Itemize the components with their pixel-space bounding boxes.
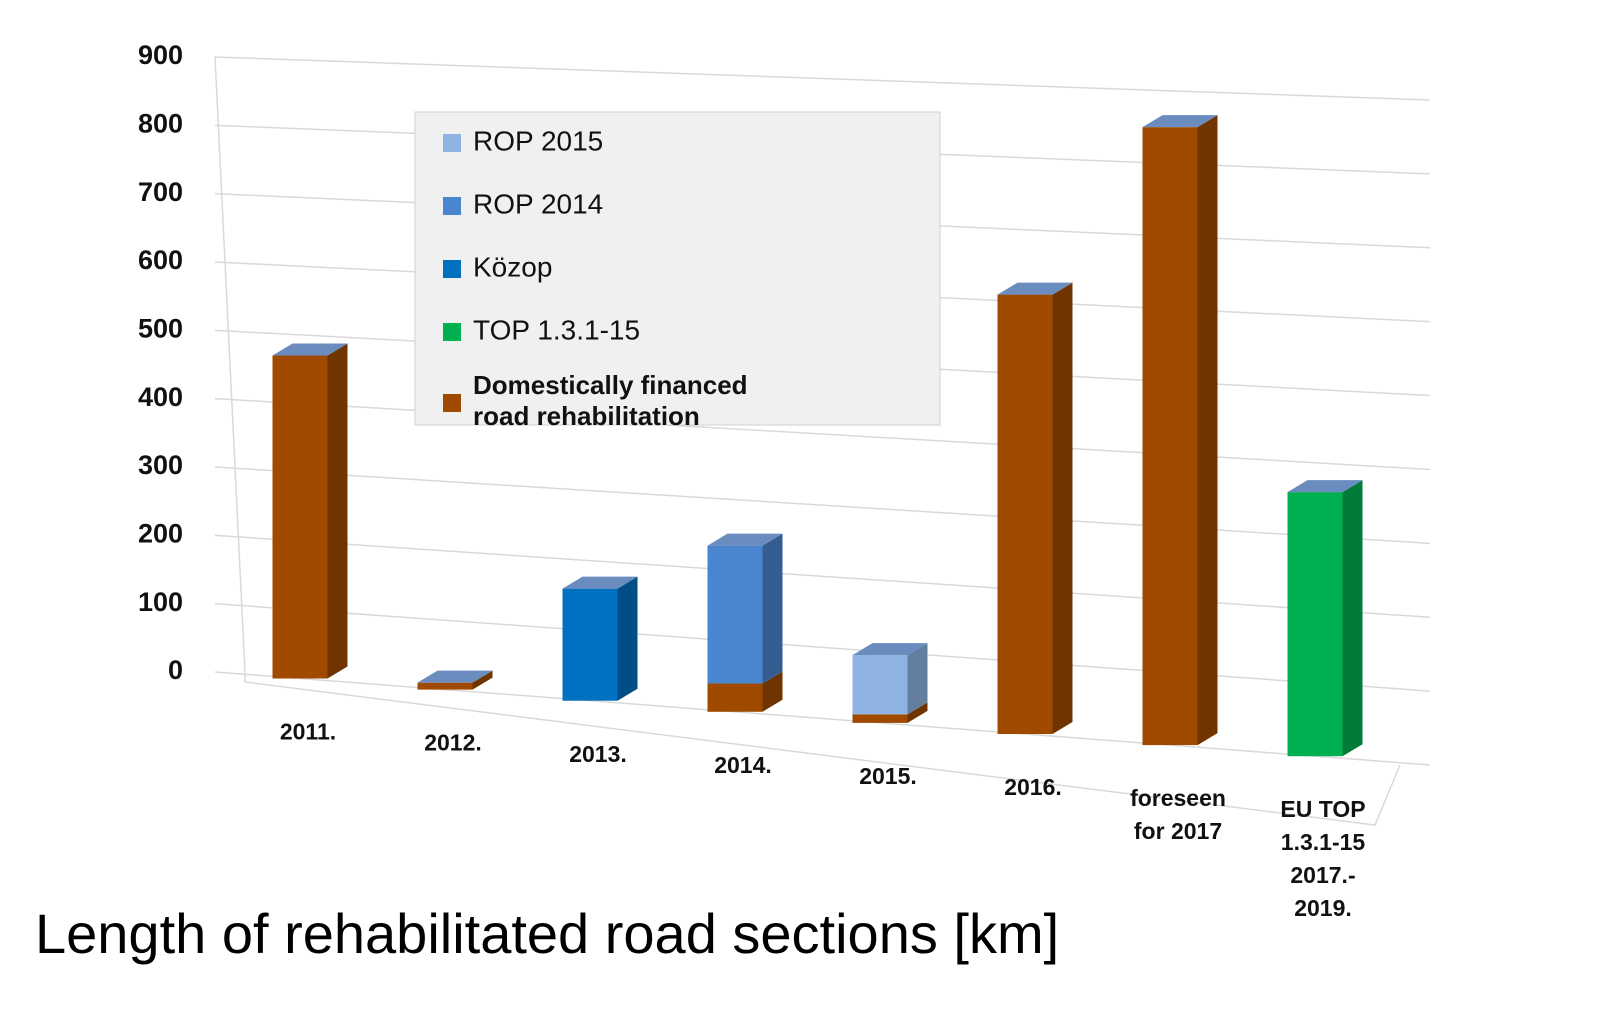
legend: ROP 2015 ROP 2014 Közop TOP 1.3.1-15 Domesti… [443,125,748,431]
bar-top [1142,115,1218,128]
bar [707,545,763,684]
legend-swatch [443,260,461,278]
bar [1287,492,1343,757]
y-tick-label: 600 [138,245,183,275]
chart-title: Length of rehabilitated road sections [k… [35,902,1059,965]
x-tick-label: 2016. [1004,774,1062,800]
y-tick-label: 200 [138,518,183,548]
y-tick-label: 400 [138,382,183,412]
bar-side [1197,115,1218,746]
legend-swatch [443,394,461,412]
grid-line [214,466,1431,545]
grid-line [214,534,1431,618]
bar [997,294,1053,734]
legend-swatch [443,134,461,152]
y-tick-label: 800 [138,108,183,138]
legend-box [414,111,941,426]
y-tick-label: 100 [138,587,183,617]
bars: 2011. 2012. 2013. 2014. 2015. 2016. foreseen fo… [272,115,1366,921]
bar [417,682,473,690]
bar-side [472,670,493,690]
bar [1142,127,1198,746]
x-tick-label: 2013. [569,741,627,767]
bar-top [272,343,348,356]
bar-side [762,671,783,712]
bar [852,714,908,723]
x-tick-label: EU TOP 1.3.1-15 2017.-2019. [1280,796,1365,921]
bar [562,588,618,701]
bar-top [562,576,638,589]
x-tick-label: 2014. [714,752,772,778]
y-tick-label: 0 [168,655,183,685]
x-tick-label: 2011. [280,719,336,745]
bar-top [707,533,783,546]
y-axis [214,56,246,673]
bar-side [907,702,928,723]
floor-edge [244,672,1401,826]
bar-side [907,643,928,715]
legend-label: TOP 1.3.1-15 [473,314,640,345]
bar-top [997,282,1073,295]
legend-label: Domestically financed road rehabilitation [473,370,748,431]
grid-line [214,56,1431,101]
x-tick-label: foreseen for 2017 [1130,785,1226,844]
legend-label: ROP 2014 [473,188,603,219]
y-tick-label: 900 [138,40,183,70]
bar [852,655,908,715]
y-tick-label: 700 [138,177,183,207]
legend-swatch [443,323,461,341]
x-tick-label: 2012. [424,730,482,756]
bar-top [417,670,493,683]
bar-side [327,343,348,679]
legend-label: Közop [473,251,552,282]
y-tick-label: 500 [138,313,183,343]
bar [707,683,763,712]
y-tick-label: 300 [138,450,183,480]
legend-swatch [443,197,461,215]
bar-side [1342,480,1363,757]
bar-side [762,533,783,684]
legend-label: ROP 2015 [473,125,603,156]
x-tick-label: 2015. [859,763,917,789]
bar-side [1052,282,1073,734]
bar-top [852,643,928,656]
bar-top [1287,480,1363,493]
bar-side [617,576,638,701]
grid-line [214,602,1431,692]
bar [272,355,328,679]
